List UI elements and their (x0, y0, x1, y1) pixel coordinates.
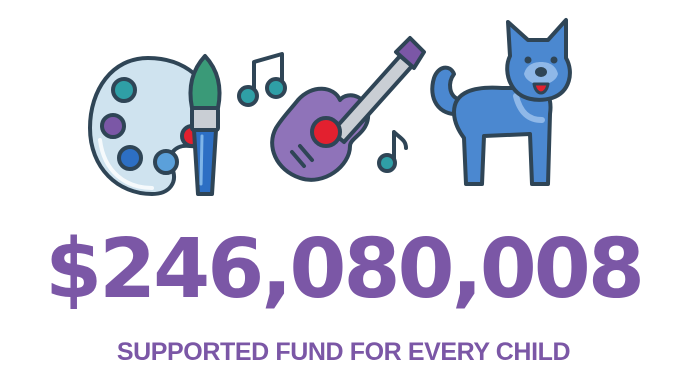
music-note-icon (374, 128, 410, 174)
icon-row (0, 0, 687, 200)
paintbrush-icon (180, 52, 230, 202)
fund-amount: $246,080,008 (0, 222, 687, 318)
fund-caption: SUPPORTED FUND FOR EVERY CHILD (0, 334, 687, 370)
dog-icon (424, 16, 584, 196)
